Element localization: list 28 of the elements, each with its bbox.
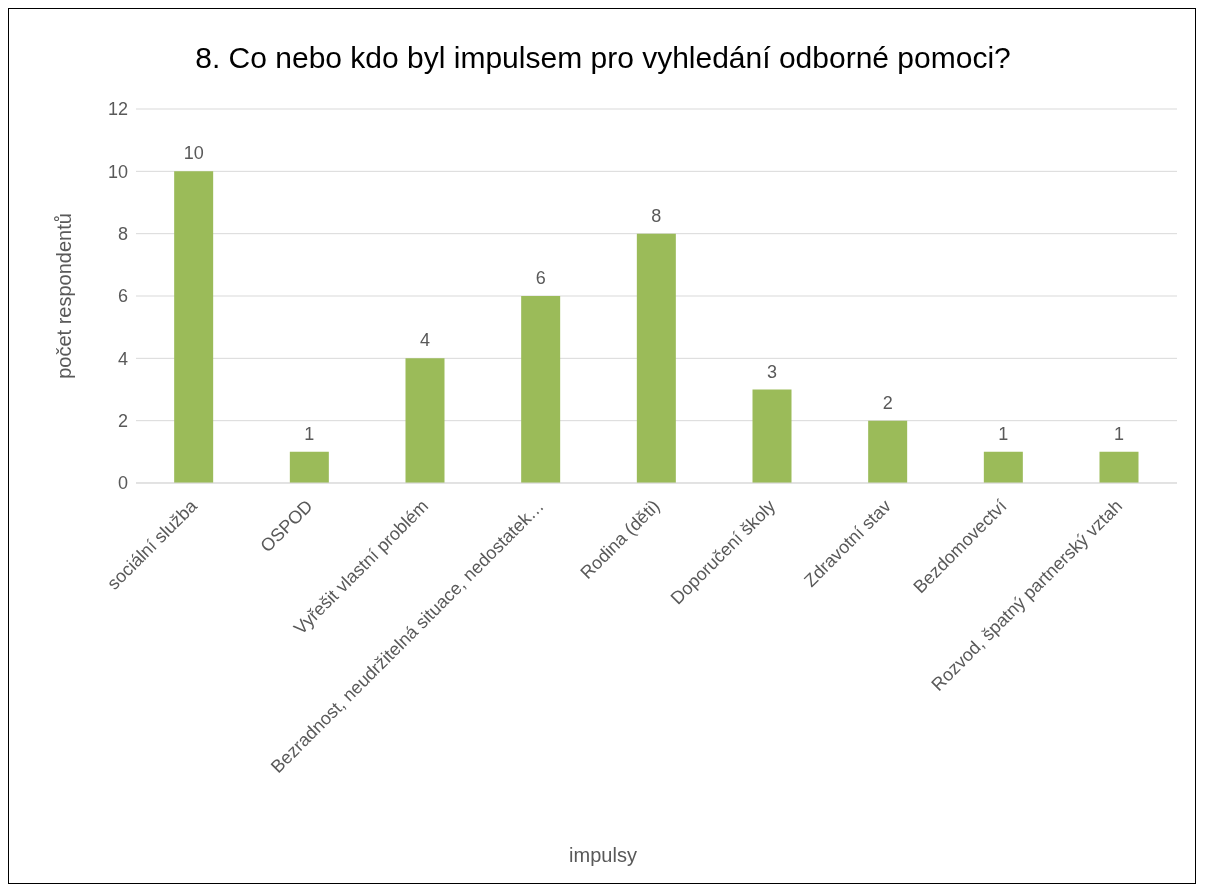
y-tick-label: 2 — [117, 411, 128, 432]
bar — [1099, 451, 1139, 483]
data-label: 10 — [183, 143, 204, 164]
data-label: 4 — [420, 330, 431, 351]
y-tick-label: 12 — [107, 99, 128, 120]
data-label: 1 — [1114, 423, 1125, 444]
bar — [521, 296, 561, 483]
y-tick-label: 6 — [117, 286, 128, 307]
bar — [289, 451, 329, 483]
chart-title: 8. Co nebo kdo byl impulsem pro vyhledání odborné pomoci? — [194, 41, 1012, 75]
data-label: 8 — [651, 205, 662, 226]
bar — [174, 171, 214, 483]
y-axis-title: počet respondentů — [53, 213, 76, 379]
bar — [983, 451, 1023, 483]
y-tick-label: 10 — [107, 161, 128, 182]
bar — [752, 389, 792, 483]
x-axis-title: impulsy — [568, 844, 638, 867]
data-label: 3 — [767, 361, 778, 382]
data-label: 1 — [304, 423, 315, 444]
y-tick-label: 8 — [117, 224, 128, 245]
bar — [636, 233, 676, 483]
y-tick-label: 0 — [117, 473, 128, 494]
data-label: 6 — [535, 268, 546, 288]
bar — [868, 420, 908, 483]
data-label: 2 — [882, 392, 893, 413]
y-tick-label: 4 — [117, 348, 128, 369]
data-label: 1 — [998, 423, 1009, 444]
bar — [405, 358, 445, 483]
